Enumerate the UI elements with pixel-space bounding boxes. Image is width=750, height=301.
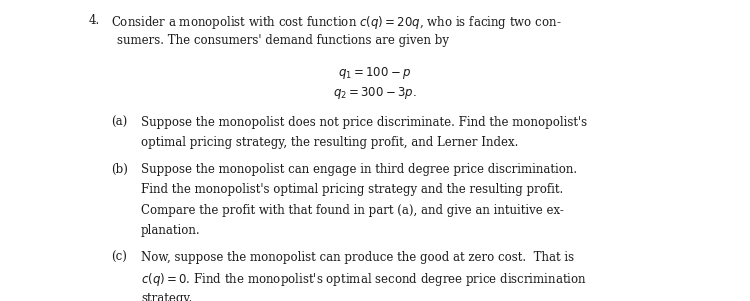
Text: planation.: planation. <box>141 224 201 237</box>
Text: Suppose the monopolist does not price discriminate. Find the monopolist's: Suppose the monopolist does not price di… <box>141 116 587 129</box>
Text: (a): (a) <box>111 116 128 129</box>
Text: Compare the profit with that found in part (a), and give an intuitive ex-: Compare the profit with that found in pa… <box>141 204 564 217</box>
Text: sumers. The consumers' demand functions are given by: sumers. The consumers' demand functions … <box>117 34 449 47</box>
Text: $q_2 = 300 - 3p.$: $q_2 = 300 - 3p.$ <box>333 85 417 101</box>
Text: optimal pricing strategy, the resulting profit, and Lerner Index.: optimal pricing strategy, the resulting … <box>141 136 518 149</box>
Text: $q_1 = 100 - p$: $q_1 = 100 - p$ <box>338 65 412 81</box>
Text: (b): (b) <box>111 163 128 176</box>
Text: Find the monopolist's optimal pricing strategy and the resulting profit.: Find the monopolist's optimal pricing st… <box>141 183 563 197</box>
Text: (c): (c) <box>111 251 127 264</box>
Text: Now, suppose the monopolist can produce the good at zero cost.  That is: Now, suppose the monopolist can produce … <box>141 251 574 264</box>
Text: $c(q) = 0$. Find the monopolist's optimal second degree price discrimination: $c(q) = 0$. Find the monopolist's optima… <box>141 272 587 288</box>
Text: strategy.: strategy. <box>141 292 192 301</box>
Text: 4.: 4. <box>88 14 100 26</box>
Text: Consider a monopolist with cost function $c(q) = 20q$, who is facing two con-: Consider a monopolist with cost function… <box>111 14 562 30</box>
Text: Suppose the monopolist can engage in third degree price discrimination.: Suppose the monopolist can engage in thi… <box>141 163 578 176</box>
